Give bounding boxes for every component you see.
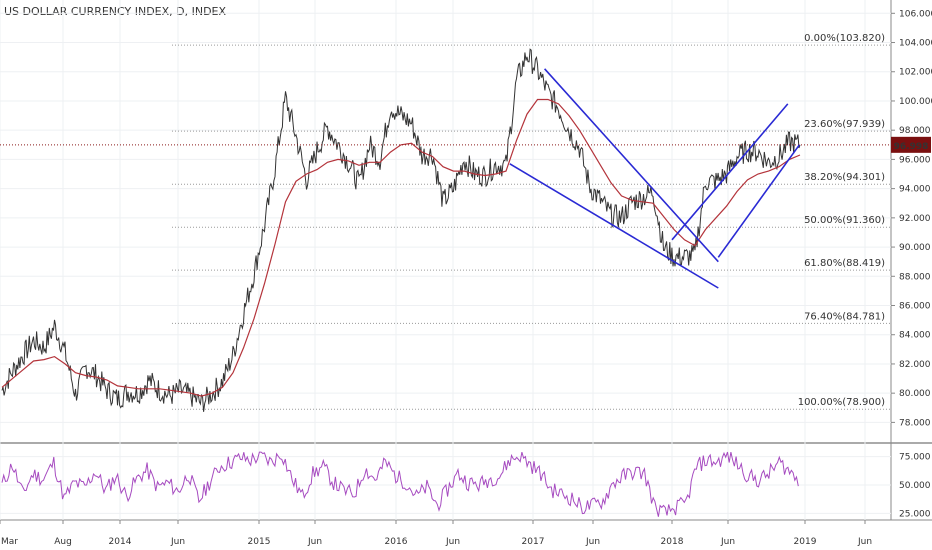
y-tick-label: 96.000 (899, 155, 931, 165)
x-tick-label: Mar (1, 537, 18, 547)
y-tick-label: 106.000 (899, 9, 932, 19)
y-tick-label: 86.000 (899, 302, 931, 312)
fibonacci-layer: 0.00%(103.820) 23.60%(97.939) 38.20%(94.30… (172, 33, 891, 410)
rsi-tick-label: 75.000 (899, 453, 931, 463)
x-tick-label: 2016 (385, 537, 408, 547)
x-tick-label: Aug (54, 537, 72, 547)
rsi-layer (1, 451, 799, 517)
fib-level-label: 76.40%(84.781) (804, 311, 885, 322)
trendline (671, 103, 789, 241)
x-tick-label: 2014 (109, 537, 132, 547)
x-tick-label: 2019 (794, 537, 817, 547)
price-series-line (1, 48, 801, 412)
fib-level-label: 38.20%(94.301) (804, 172, 885, 183)
y-tick-label: 90.000 (899, 243, 931, 253)
chart-title: US DOLLAR CURRENCY INDEX, D, INDEX (4, 5, 227, 18)
x-tick-label: 2017 (522, 537, 545, 547)
fib-level-label: 100.00%(78.900) (798, 397, 885, 408)
x-tick-label: Jun (720, 537, 735, 547)
rsi-tick-label: 50.000 (899, 481, 931, 491)
x-tick-label: 2015 (248, 537, 271, 547)
axis-layer: 78.000 80.000 82.000 84.000 86.000 88.000 90.0… (0, 9, 932, 547)
x-tick-label: Jun (307, 537, 322, 547)
x-tick-label: 2018 (661, 537, 684, 547)
rsi-tick-label: 25.000 (899, 509, 931, 519)
y-tick-label: 100.000 (899, 97, 932, 107)
y-tick-label: 78.000 (899, 418, 931, 428)
trendline (717, 144, 801, 258)
rsi-line (1, 451, 799, 517)
fib-level-label: 50.00%(91.360) (804, 215, 885, 226)
trendline-layer (509, 68, 801, 289)
y-tick-label: 82.000 (899, 360, 931, 370)
moving-average-line (1, 98, 801, 397)
x-tick-label: Jun (445, 537, 460, 547)
y-tick-label: 92.000 (899, 214, 931, 224)
fib-level-label: 0.00%(103.820) (804, 33, 885, 44)
y-tick-label: 94.000 (899, 185, 931, 195)
y-tick-label: 102.000 (899, 68, 932, 78)
last-price-label: 96.998 (894, 142, 929, 152)
trendline (509, 163, 719, 289)
fib-level-label: 61.80%(88.419) (804, 258, 885, 269)
x-tick-label: Jun (857, 537, 872, 547)
y-tick-label: 104.000 (899, 39, 932, 49)
y-tick-label: 88.000 (899, 272, 931, 282)
y-tick-label: 84.000 (899, 331, 931, 341)
x-tick-label: Jun (585, 537, 600, 547)
y-tick-label: 80.000 (899, 389, 931, 399)
fib-level-label: 23.60%(97.939) (804, 119, 885, 130)
y-tick-label: 98.000 (899, 126, 931, 136)
grid-layer (0, 0, 891, 520)
x-tick-label: Jun (170, 537, 185, 547)
series-layer: 96.998 (0, 48, 931, 412)
last-price-badge (891, 136, 931, 153)
trendline (544, 68, 719, 263)
